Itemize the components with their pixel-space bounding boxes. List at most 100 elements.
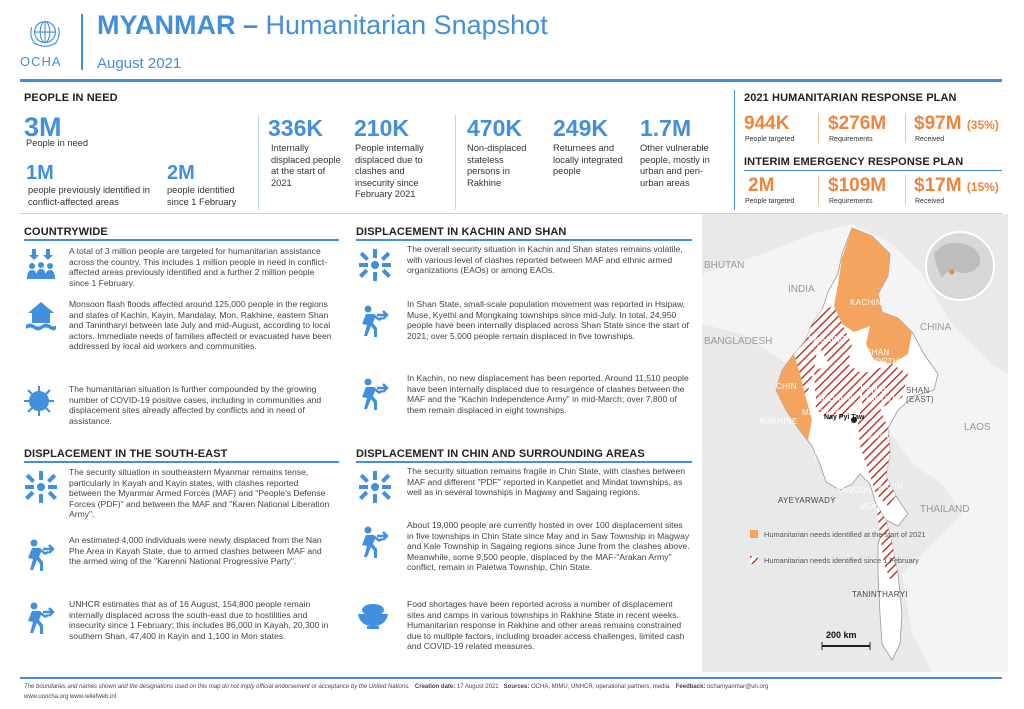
iep-rec-label: Received [915, 198, 945, 205]
iep-divider [905, 175, 906, 205]
southeast-paragraph: The security situation in southeastern M… [69, 467, 330, 520]
iep-targeted-value: 2M [748, 175, 775, 196]
people-in-need-icon [27, 249, 55, 279]
section-title-iep: INTERIM EMERGENCY RESPONSE PLAN [744, 156, 964, 168]
hrp-targeted-label: People targeted [745, 136, 795, 143]
section-title-people-in-need: PEOPLE IN NEED [24, 92, 118, 104]
page-header: OCHA MYANMAR – Humanitarian Snapshot Aug… [0, 0, 1024, 82]
region-label: TANINTHARYI [852, 590, 908, 599]
pin-divider [258, 115, 259, 210]
footer-sources-label: Sources: [503, 684, 530, 690]
iep-rec-pct: (15%) [966, 180, 999, 194]
region-label: CHIN [776, 382, 797, 391]
page-title: MYANMAR – Humanitarian Snapshot [97, 10, 548, 41]
footer-credits: The boundaries and names shown and the d… [24, 684, 768, 690]
iep-req-value: $109M [828, 175, 887, 196]
header-rule [20, 79, 1002, 82]
un-emblem-icon [30, 21, 60, 47]
iep-rec-value: $17M (15%) [914, 175, 999, 197]
pin-stat-label: Other vulnerable people, mostly in urban… [640, 143, 710, 188]
displaced-person-icon [362, 526, 389, 558]
pin-total-label: People in need [26, 138, 89, 148]
covid-virus-icon [24, 386, 54, 416]
shan-north-area [866, 312, 912, 364]
region-label: KACHIN [850, 298, 883, 307]
kachin-area [834, 228, 890, 332]
region-label: SHAN (NORTH) [866, 348, 902, 366]
kachin-paragraph: The overall security situation in Kachin… [407, 244, 683, 276]
section-title-countrywide: COUNTRYWIDE [24, 226, 108, 238]
hrp-rec-amount: $97M [914, 113, 962, 134]
southeast-rule [24, 461, 339, 463]
iep-targeted-label: People targeted [745, 198, 795, 205]
section-title-hrp: 2021 HUMANITARIAN RESPONSE PLAN [744, 92, 957, 104]
section-title-kachin-shan: DISPLACEMENT IN KACHIN AND SHAN [356, 226, 567, 238]
sagaing-area [812, 306, 852, 366]
pin-stat-label: People internally displaced due to clash… [355, 143, 424, 199]
region-label: SHAN (SOUTH) [866, 386, 902, 404]
country-label: BANGLADESH [704, 336, 773, 347]
pin-stat-value: 336K [268, 115, 323, 141]
pin-stat-value: 470K [467, 115, 522, 141]
hrp-divider [818, 113, 819, 143]
legend-label-since-feb: Humanitarian needs identified since 1 Fe… [764, 556, 919, 565]
report-date: August 2021 [97, 55, 182, 72]
pin-s1-value: 1M [26, 162, 54, 184]
kachin-rule [356, 239, 692, 241]
displaced-person-icon [362, 305, 389, 337]
hrp-req-label: Requirements [829, 136, 873, 143]
footer-feedback-value[interactable]: ochamyanmar@un.org [705, 684, 769, 690]
region-label: BAGO (WEST) [814, 442, 845, 460]
countrywide-paragraph: Monsoon flash floods affected around 125… [69, 299, 332, 352]
pin-s1-label: people previously identified in conflict… [28, 185, 150, 207]
displaced-person-icon [28, 539, 55, 571]
hrp-rec-label: Received [915, 136, 945, 143]
kayah-kayin-area [858, 404, 896, 506]
conflict-icon [359, 471, 391, 503]
region-label: MON [860, 502, 880, 511]
region-label: KAYAH [868, 432, 896, 441]
hrp-req-value: $276M [828, 113, 887, 134]
hrp-divider [905, 113, 906, 143]
rakhine-area [776, 354, 812, 440]
scale-label: 200 km [826, 630, 857, 640]
chin-paragraph: About 19,000 people are currently hosted… [407, 520, 690, 573]
region-label: KAYIN [878, 482, 903, 491]
section-title-southeast: DISPLACEMENT IN THE SOUTH-EAST [24, 448, 228, 460]
kachin-paragraph: In Shan State, small-scale population mo… [407, 299, 689, 341]
chin-paragraph: Food shortages have been reported across… [407, 599, 685, 652]
region-label: MAGWAY [802, 408, 840, 417]
south-area [876, 504, 898, 584]
title-country: MYANMAR – [97, 10, 259, 40]
legend-label-start-2021: Humanitarian needs identified at the sta… [764, 530, 926, 539]
footer-rule [20, 677, 1002, 679]
footer-creation-value: 17 August 2021 [455, 684, 499, 690]
countrywide-rule [24, 239, 339, 241]
displaced-person-icon [28, 602, 55, 634]
country-label: CHINA [920, 322, 952, 333]
displaced-person-icon [362, 378, 389, 410]
myanmar-map: BHUTAN INDIA BANGLADESH CHINA LAOS THAIL… [702, 214, 1008, 672]
hrp-targeted-value: 944K [744, 113, 790, 134]
pin-stat-value: 210K [354, 115, 409, 141]
country-label: LAOS [964, 422, 991, 433]
countrywide-paragraph: A total of 3 million people are targeted… [69, 246, 328, 288]
chin-rule [356, 461, 692, 463]
footer-feedback-label: Feedback: [675, 684, 706, 690]
pin-stat-label: Returnees and locally integrated people [553, 143, 623, 176]
conflict-icon [25, 471, 57, 503]
region-label: RAKHINE [760, 417, 798, 426]
flood-icon [26, 302, 56, 331]
conflict-icon [359, 249, 391, 281]
region-label: BAGO (EAST) [840, 454, 869, 472]
country-label: INDIA [788, 284, 815, 295]
footer-urls[interactable]: www.unocha.org www.reliefweb.int [24, 694, 117, 700]
kachin-paragraph: In Kachin, no new displacement has been … [407, 373, 689, 415]
section-title-chin: DISPLACEMENT IN CHIN AND SURROUNDING ARE… [356, 448, 645, 460]
pin-stat-label: Internally displaced people at the start… [271, 143, 341, 188]
pin-total-value: 3M [24, 112, 62, 142]
iep-divider [818, 175, 819, 205]
footer-sources-value: OCHA, MIMU, UNHCR, operational partners,… [529, 684, 671, 690]
pin-stat-value: 249K [553, 115, 608, 141]
ocha-logo-text: OCHA [20, 54, 62, 69]
